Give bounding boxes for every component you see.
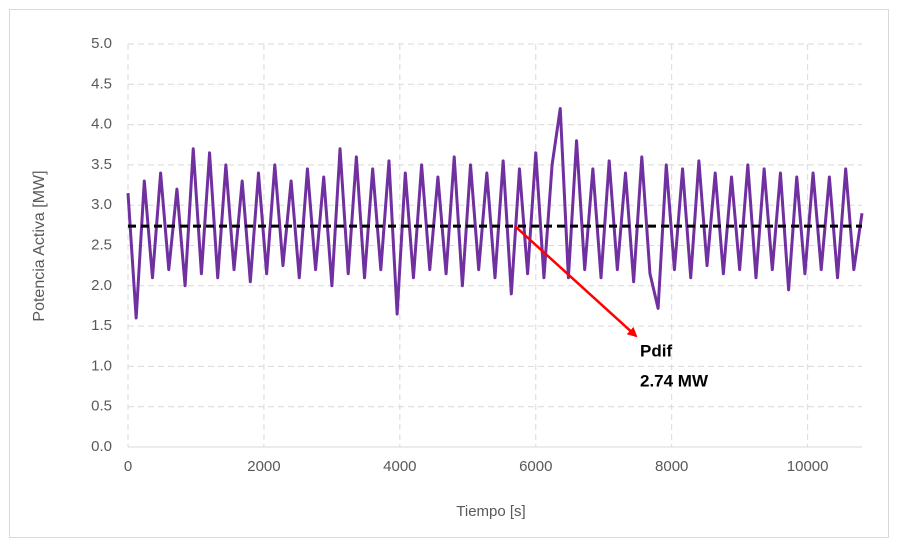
plot bbox=[126, 106, 864, 338]
chart-border bbox=[9, 9, 889, 538]
annotation: Pdif bbox=[640, 341, 672, 360]
x-axis-label: Tiempo [s] bbox=[456, 503, 525, 520]
y-tick-label: 4.5 bbox=[91, 75, 112, 92]
arrow bbox=[514, 225, 638, 338]
x-tick-label: 4000 bbox=[383, 458, 416, 475]
x-tick-label: 10000 bbox=[787, 458, 829, 475]
y-tick-label: 0.0 bbox=[91, 438, 112, 455]
y-tick-label: 1.0 bbox=[91, 357, 112, 374]
data-line bbox=[126, 106, 864, 320]
y-tick-label: 5.0 bbox=[91, 35, 112, 52]
x-tick-label: 6000 bbox=[519, 458, 552, 475]
y-tick-label: 2.0 bbox=[91, 277, 112, 294]
y-tick-label: 2.5 bbox=[91, 236, 112, 253]
annotation: 2.74 MW bbox=[640, 371, 709, 390]
y-axis-label: Potencia Activa [MW] bbox=[31, 170, 48, 321]
x-tick-label: 0 bbox=[124, 458, 132, 475]
y-tick-label: 3.5 bbox=[91, 156, 112, 173]
y-tick-label: 1.5 bbox=[91, 317, 112, 334]
y-tick-label: 3.0 bbox=[91, 196, 112, 213]
y-tick-label: 0.5 bbox=[91, 398, 112, 415]
x-tick-label: 8000 bbox=[655, 458, 688, 475]
y-tick-label: 4.0 bbox=[91, 116, 112, 133]
x-tick-label: 2000 bbox=[247, 458, 280, 475]
